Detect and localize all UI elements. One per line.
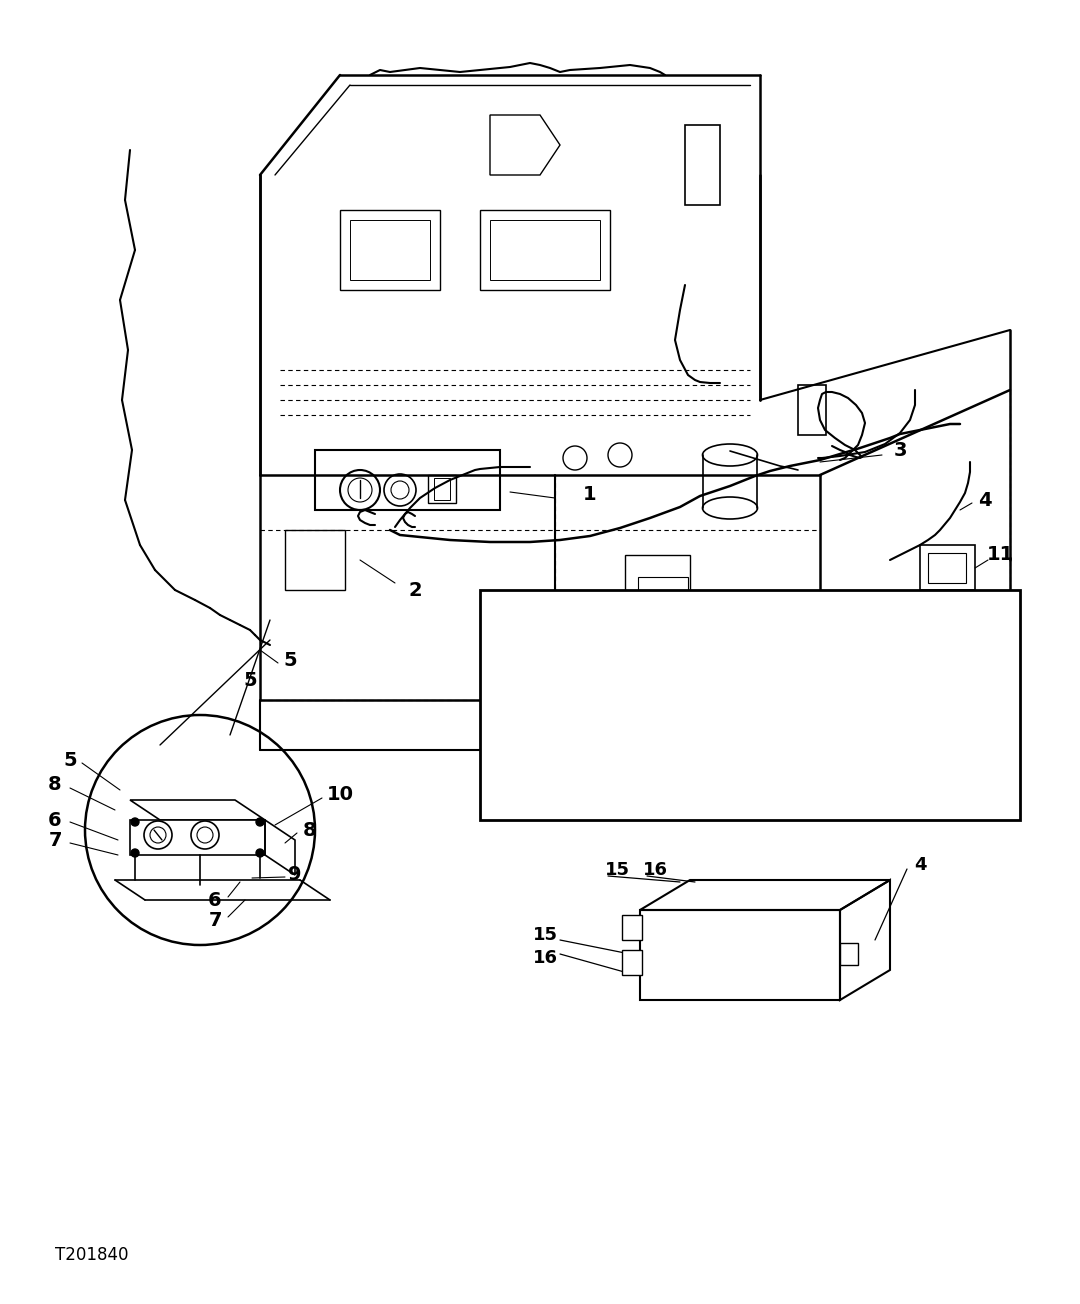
Text: 5: 5 <box>243 670 257 690</box>
Bar <box>920 545 975 589</box>
Text: 4: 4 <box>914 855 927 874</box>
Bar <box>350 220 430 280</box>
Bar <box>638 576 688 606</box>
Text: 16: 16 <box>643 861 667 879</box>
Bar <box>480 589 1020 820</box>
Circle shape <box>131 849 139 857</box>
Bar <box>710 613 765 638</box>
Text: 8: 8 <box>49 776 62 794</box>
Text: 6: 6 <box>49 811 62 829</box>
Text: 4: 4 <box>978 490 991 510</box>
Circle shape <box>256 849 264 857</box>
Circle shape <box>131 818 139 825</box>
Bar <box>928 553 966 583</box>
Text: 10: 10 <box>326 785 353 805</box>
Text: 8: 8 <box>303 820 316 840</box>
Bar <box>434 479 450 499</box>
Text: 15: 15 <box>605 861 630 879</box>
Bar <box>315 450 500 510</box>
Text: T201840: T201840 <box>55 1247 129 1264</box>
Bar <box>490 220 600 280</box>
Bar <box>340 210 440 289</box>
Bar <box>685 125 720 205</box>
Bar <box>622 915 642 940</box>
Bar <box>798 385 826 436</box>
Text: 9: 9 <box>288 866 301 884</box>
Bar <box>640 910 840 1000</box>
Text: 3: 3 <box>893 441 907 459</box>
Text: 16: 16 <box>532 949 557 968</box>
Text: 15: 15 <box>532 926 557 944</box>
Bar <box>428 475 456 503</box>
Text: 1: 1 <box>583 485 597 505</box>
Text: 7: 7 <box>208 910 221 930</box>
Bar <box>625 556 690 595</box>
Bar <box>130 820 265 855</box>
Text: 2: 2 <box>408 580 422 600</box>
Text: 5: 5 <box>64 751 77 769</box>
Bar <box>285 529 345 589</box>
Text: 11: 11 <box>986 545 1014 565</box>
Bar <box>840 943 858 965</box>
Text: 7: 7 <box>49 831 62 849</box>
Circle shape <box>256 818 264 825</box>
Bar <box>480 210 610 289</box>
Bar <box>622 951 642 975</box>
Text: 6: 6 <box>208 891 221 909</box>
Text: 5: 5 <box>283 651 297 669</box>
